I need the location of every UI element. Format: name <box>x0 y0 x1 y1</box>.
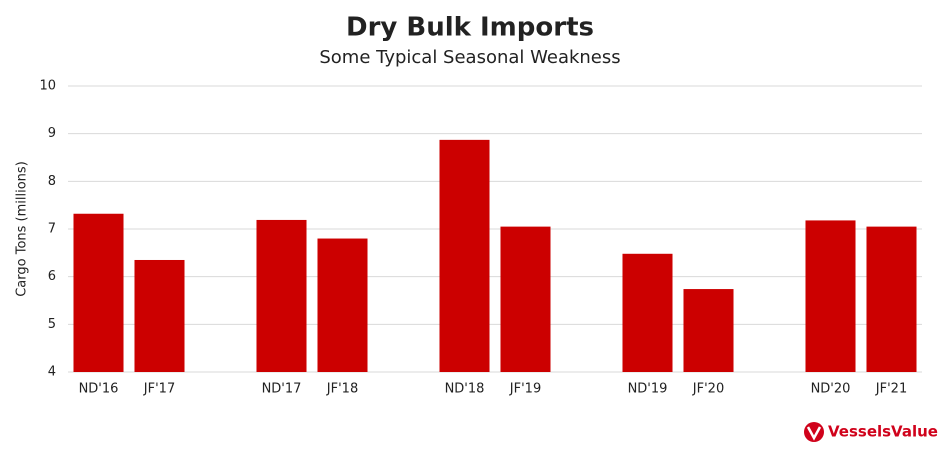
y-tick-label: 7 <box>48 222 56 237</box>
y-axis-label: Cargo Tons (millions) <box>15 161 30 297</box>
bar <box>439 139 490 372</box>
bar <box>73 213 124 372</box>
x-tick-label: ND'17 <box>262 382 302 397</box>
x-tick-label: JF'21 <box>875 382 907 397</box>
y-tick-label: 10 <box>39 79 56 94</box>
y-tick-label: 8 <box>48 174 56 189</box>
x-tick-label: JF'17 <box>143 382 175 397</box>
bar <box>622 253 673 372</box>
x-tick-label: ND'20 <box>811 382 851 397</box>
x-tick-label: ND'18 <box>445 382 485 397</box>
x-tick-label: JF'18 <box>326 382 358 397</box>
bar <box>866 226 917 372</box>
logo-icon <box>804 422 824 442</box>
x-tick-label: ND'19 <box>628 382 668 397</box>
y-tick-label: 9 <box>48 126 56 141</box>
chart-title: Dry Bulk Imports <box>346 13 594 43</box>
bar <box>134 259 185 372</box>
bar <box>500 226 551 372</box>
logo-text: VesselsValue <box>828 423 938 441</box>
x-tick-label: ND'16 <box>79 382 119 397</box>
chart-subtitle: Some Typical Seasonal Weakness <box>319 47 620 68</box>
y-tick-label: 5 <box>48 317 56 332</box>
bar <box>256 219 307 372</box>
y-tick-label: 4 <box>48 365 56 380</box>
x-tick-label: JF'19 <box>509 382 541 397</box>
y-tick-label: 6 <box>48 269 56 284</box>
bar <box>317 238 368 372</box>
x-tick-label: JF'20 <box>692 382 724 397</box>
bar <box>683 289 734 372</box>
bar <box>805 220 856 372</box>
